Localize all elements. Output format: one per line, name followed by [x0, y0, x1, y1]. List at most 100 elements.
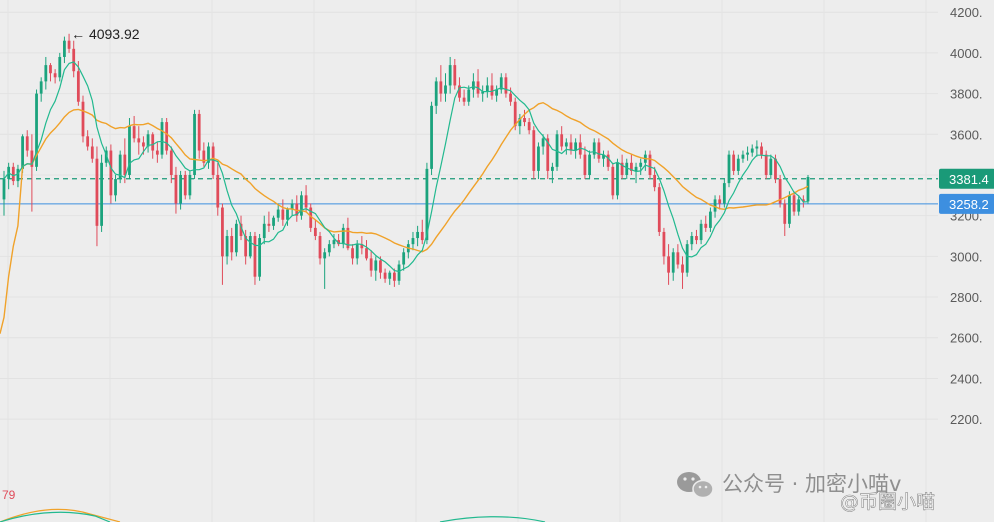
y-tick-label: 2400. — [950, 371, 983, 386]
candle-up — [788, 195, 791, 224]
candle-up — [444, 85, 447, 94]
crosshair-price-tag-label: 3258.2 — [949, 197, 989, 212]
candle-down — [49, 65, 52, 74]
candle-down — [76, 71, 80, 102]
candle-up — [736, 158, 740, 171]
candle-up — [541, 138, 545, 147]
candle-down — [453, 65, 457, 86]
candle-up — [769, 158, 773, 175]
candle-up — [188, 174, 192, 196]
candle-down — [718, 199, 722, 204]
candle-up — [258, 238, 262, 277]
candle-down — [764, 154, 768, 175]
candle-up — [146, 134, 150, 147]
candle-up — [485, 85, 489, 92]
y-tick-label: 2200. — [950, 412, 983, 427]
candle-down — [72, 48, 76, 72]
ma-fast-line — [3, 61, 809, 273]
candle-down — [53, 73, 57, 78]
candle-up — [39, 81, 43, 94]
candle-down — [662, 231, 666, 257]
candle-down — [230, 236, 234, 253]
candle-down — [67, 40, 71, 49]
candle-down — [783, 203, 787, 224]
candle-down — [792, 195, 796, 212]
candle-up — [374, 260, 378, 271]
candle-up — [411, 238, 415, 245]
candle-down — [597, 142, 601, 159]
candle-down — [25, 136, 29, 151]
candle-down — [523, 118, 526, 123]
candle-down — [630, 162, 633, 171]
candle-down — [439, 81, 443, 94]
candle-up — [402, 252, 406, 265]
candle-up — [430, 105, 433, 169]
candle-down — [211, 146, 215, 175]
candle-down — [509, 93, 512, 102]
ma-slow-line — [0, 101, 809, 334]
high-annotation-label: ← 4093.92 — [71, 26, 140, 42]
candle-up — [179, 174, 182, 204]
candle-down — [346, 227, 350, 249]
candle-down — [704, 223, 708, 228]
candle-up — [276, 209, 280, 218]
candle-down — [365, 248, 368, 259]
candle-down — [490, 85, 494, 96]
candle-down — [142, 142, 145, 147]
wechat-icon — [677, 472, 714, 499]
candle-down — [462, 97, 466, 102]
candle-up — [290, 203, 294, 210]
current-price-tag-bg — [939, 168, 994, 189]
candle-up — [2, 179, 6, 200]
indicator-value-label: 79 — [2, 488, 16, 502]
candle-down — [379, 260, 382, 273]
candle-up — [806, 177, 810, 202]
candle-up — [741, 154, 745, 159]
current-price-tag: 3381.4 — [939, 168, 994, 189]
candle-down — [239, 223, 243, 237]
candle-up — [44, 65, 48, 82]
candle-down — [295, 203, 299, 216]
indicator-line-1 — [0, 508, 121, 522]
candle-up — [602, 154, 605, 159]
candle-up — [685, 244, 689, 273]
candle-down — [583, 154, 587, 175]
candle-up — [248, 236, 252, 257]
candle-up — [104, 150, 108, 163]
y-tick-label: 4000. — [950, 46, 983, 61]
candle-up — [750, 148, 754, 153]
candle-up — [746, 152, 749, 155]
indicator-line-3 — [439, 516, 546, 522]
candle-down — [132, 126, 136, 139]
candle-up — [388, 272, 392, 279]
candle-down — [183, 174, 187, 196]
candle-down — [458, 85, 461, 98]
candle-up — [495, 89, 499, 96]
candle-up — [300, 195, 303, 216]
candle-up — [160, 122, 164, 155]
candle-down — [165, 122, 169, 151]
candle-down — [221, 207, 224, 257]
candle-up — [425, 168, 429, 241]
candle-up — [63, 40, 66, 57]
candle-down — [109, 150, 113, 196]
candle-up — [574, 142, 578, 151]
candle-down — [351, 248, 354, 259]
candle-up — [448, 65, 452, 86]
candle-down — [137, 138, 141, 143]
candle-up — [564, 142, 568, 147]
candle-up — [16, 168, 20, 182]
candle-down — [151, 134, 155, 151]
candle-up — [727, 154, 731, 184]
candle-down — [392, 272, 396, 281]
watermark-line1: 公众号 · 加密小喵v — [722, 472, 901, 496]
candle-down — [169, 150, 173, 175]
candle-down — [11, 166, 15, 182]
candle-down — [560, 134, 564, 147]
candle-down — [695, 236, 698, 241]
candle-up — [499, 77, 503, 90]
candle-up — [100, 162, 103, 226]
candle-down — [681, 264, 684, 273]
candle-down — [653, 174, 657, 188]
